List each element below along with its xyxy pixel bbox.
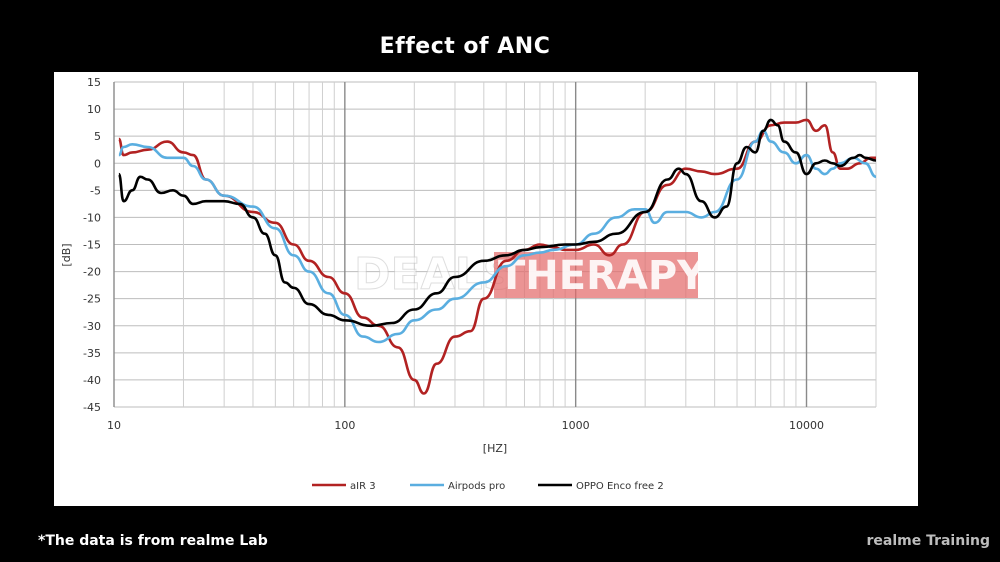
- watermark-text-deals: DEALS: [354, 249, 514, 300]
- watermark: DEALS THERAPY: [354, 249, 708, 301]
- x-tick-label: 10: [107, 419, 121, 432]
- x-tick-label: 100: [334, 419, 355, 432]
- y-axis-label: [dB]: [60, 243, 73, 266]
- y-tick-label: -35: [83, 347, 101, 360]
- watermark-box: [494, 252, 698, 298]
- y-tick-label: -40: [83, 374, 101, 387]
- legend-label: Airpods pro: [448, 481, 505, 492]
- y-tick-label: 0: [94, 157, 101, 170]
- series-lines: [117, 118, 877, 395]
- legend-label: aIR 3: [350, 481, 376, 492]
- x-tick-label: 10000: [789, 419, 824, 432]
- footnote: *The data is from realme Lab: [38, 533, 268, 549]
- y-tick-label: 15: [87, 76, 101, 89]
- y-tick-label: -45: [83, 401, 101, 414]
- legend: aIR 3 Airpods pro OPPO Enco free 2: [312, 481, 664, 492]
- legend-label: OPPO Enco free 2: [576, 481, 664, 492]
- x-axis-label: [HZ]: [483, 442, 507, 455]
- y-tick-labels: 15 10 5 0 -5 -10 -15 -20 -25 -30 -35 -40 -45: [83, 76, 101, 414]
- y-tick-label: -10: [83, 211, 101, 224]
- y-tick-label: -30: [83, 320, 101, 333]
- y-tick-label: -15: [83, 239, 101, 252]
- series-line-3: [117, 118, 877, 328]
- series-line-2: [118, 129, 877, 344]
- y-tick-label: 10: [87, 103, 101, 116]
- y-tick-label: -25: [83, 293, 101, 306]
- watermark-text-therapy: THERAPY: [498, 253, 707, 299]
- slide-title: Effect of ANC: [379, 34, 551, 59]
- chart-panel: 15 10 5 0 -5 -10 -15 -20 -25 -30 -35 -40 -45 10 100 10…: [54, 72, 918, 506]
- x-tick-label: 1000: [562, 419, 590, 432]
- x-tick-labels: 10 100 1000 10000: [107, 419, 824, 432]
- y-tick-label: -5: [90, 184, 101, 197]
- brand-label: realme Training: [866, 533, 990, 549]
- y-tick-label: 5: [94, 130, 101, 143]
- y-tick-label: -20: [83, 266, 101, 279]
- grid: [113, 81, 877, 408]
